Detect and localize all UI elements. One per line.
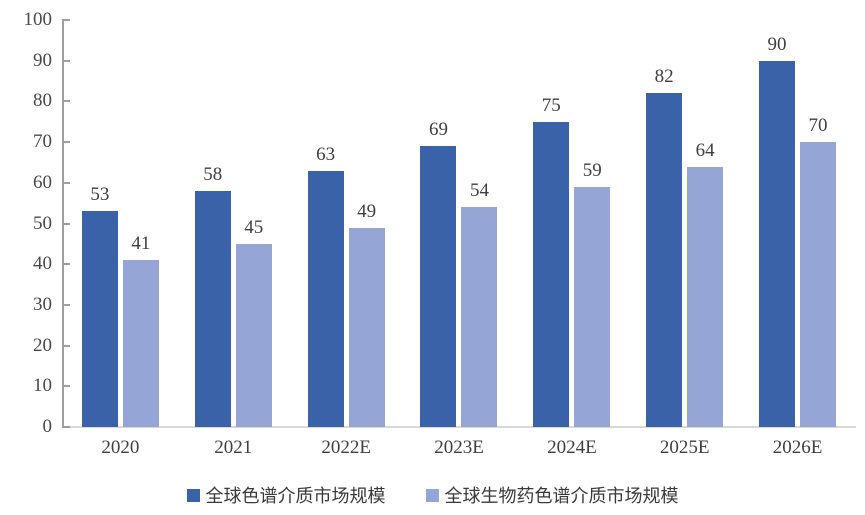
x-axis-labels: 2020 2021 2022E 2023E 2024E 2025E 2026E [64, 437, 854, 459]
x-tick-label: 2021 [214, 437, 253, 458]
bar-wrap: 75 [533, 95, 570, 427]
bar-wrap: 63 [307, 144, 344, 427]
legend-label: 全球生物药色谱介质市场规模 [444, 486, 679, 506]
legend: 全球色谱介质市场规模 全球生物药色谱介质市场规模 [0, 482, 865, 508]
legend-swatch [186, 488, 200, 502]
bar-wrap: 58 [194, 164, 231, 427]
bar-wrap: 70 [799, 115, 836, 427]
y-tick-label: 50 [33, 212, 52, 234]
bar [533, 121, 570, 427]
y-tick-mark [62, 100, 70, 103]
x-tick-label: 2023E [434, 437, 484, 458]
bar-value-label: 90 [767, 33, 787, 55]
y-tick-mark [62, 303, 70, 306]
bar-value-label: 69 [428, 119, 448, 141]
bar-value-label: 41 [131, 233, 151, 255]
bar [758, 60, 795, 427]
bar-value-label: 63 [316, 143, 336, 165]
bar-wrap: 54 [461, 180, 498, 427]
bar [235, 243, 272, 427]
y-tick-label: 60 [33, 171, 52, 193]
y-tick-label: 90 [33, 49, 52, 71]
bar [194, 190, 231, 427]
x-tick-label: 2025E [659, 437, 710, 458]
x-axis-baseline [62, 426, 856, 428]
bar-wrap: 90 [758, 34, 795, 427]
bar-wrap: 49 [348, 201, 385, 427]
x-tick-label: 2024E [547, 437, 597, 458]
bar [687, 166, 724, 427]
bar [348, 227, 385, 427]
y-tick-label: 40 [33, 253, 52, 275]
bar-group-2020: 53 41 [81, 20, 159, 427]
bar-wrap: 45 [235, 217, 272, 427]
bar [461, 207, 498, 427]
x-tick-label: 2022E [321, 437, 371, 458]
bar-value-label: 45 [244, 216, 264, 238]
bar [646, 93, 683, 427]
bar-value-label: 54 [469, 180, 489, 202]
bar-group-2025E: 82 64 [646, 20, 724, 427]
bar-wrap: 59 [574, 160, 611, 427]
bar [81, 211, 118, 427]
bar [420, 146, 457, 427]
y-tick-mark [62, 263, 70, 266]
legend-item: 全球色谱介质市场规模 [186, 482, 386, 508]
bar-value-label: 64 [695, 139, 715, 161]
legend-label: 全球色谱介质市场规模 [205, 486, 386, 506]
y-tick-label: 0 [42, 416, 53, 437]
y-tick-mark [62, 59, 70, 62]
bar-wrap: 64 [687, 140, 724, 427]
bar-group-2022E: 63 49 [307, 20, 385, 427]
x-tick-label: 2026E [772, 437, 823, 458]
bar-group-2024E: 75 59 [533, 20, 611, 427]
y-tick-mark [62, 141, 70, 144]
bar-group-2021: 58 45 [194, 20, 272, 427]
bar [307, 170, 344, 427]
y-tick-mark [62, 426, 70, 428]
bar-value-label: 59 [582, 159, 602, 181]
bar-wrap: 41 [122, 233, 159, 427]
bar-value-label: 82 [654, 66, 674, 88]
legend-item: 全球生物药色谱介质市场规模 [425, 482, 679, 508]
bar [799, 142, 836, 427]
bar-value-label: 75 [541, 94, 561, 116]
y-tick-mark [62, 385, 70, 388]
bar-value-label: 58 [203, 163, 223, 185]
bar-wrap: 82 [646, 66, 683, 427]
bar [122, 260, 159, 427]
y-tick-mark [62, 222, 70, 225]
y-tick-label: 10 [33, 375, 52, 397]
bar [574, 186, 611, 427]
bar-wrap: 69 [420, 119, 457, 427]
y-tick-mark [62, 19, 70, 21]
legend-swatch [425, 488, 439, 502]
bar-value-label: 70 [808, 115, 828, 137]
y-tick-mark [62, 181, 70, 184]
y-tick-label: 80 [33, 90, 52, 112]
y-tick-label: 70 [33, 131, 52, 153]
bar-value-label: 53 [90, 184, 110, 206]
x-tick-label: 2020 [101, 437, 140, 458]
plot-area: 53 41 58 45 63 49 69 54 75 59 82 64 90 70 [64, 20, 854, 427]
y-tick-label: 20 [33, 334, 52, 356]
y-tick-label: 100 [23, 9, 53, 30]
bar-value-label: 49 [357, 200, 377, 222]
bar-group-2023E: 69 54 [420, 20, 498, 427]
y-tick-mark [62, 344, 70, 347]
bar-wrap: 53 [81, 184, 118, 427]
bar-group-2026E: 90 70 [758, 20, 836, 427]
y-tick-label: 30 [33, 293, 52, 315]
